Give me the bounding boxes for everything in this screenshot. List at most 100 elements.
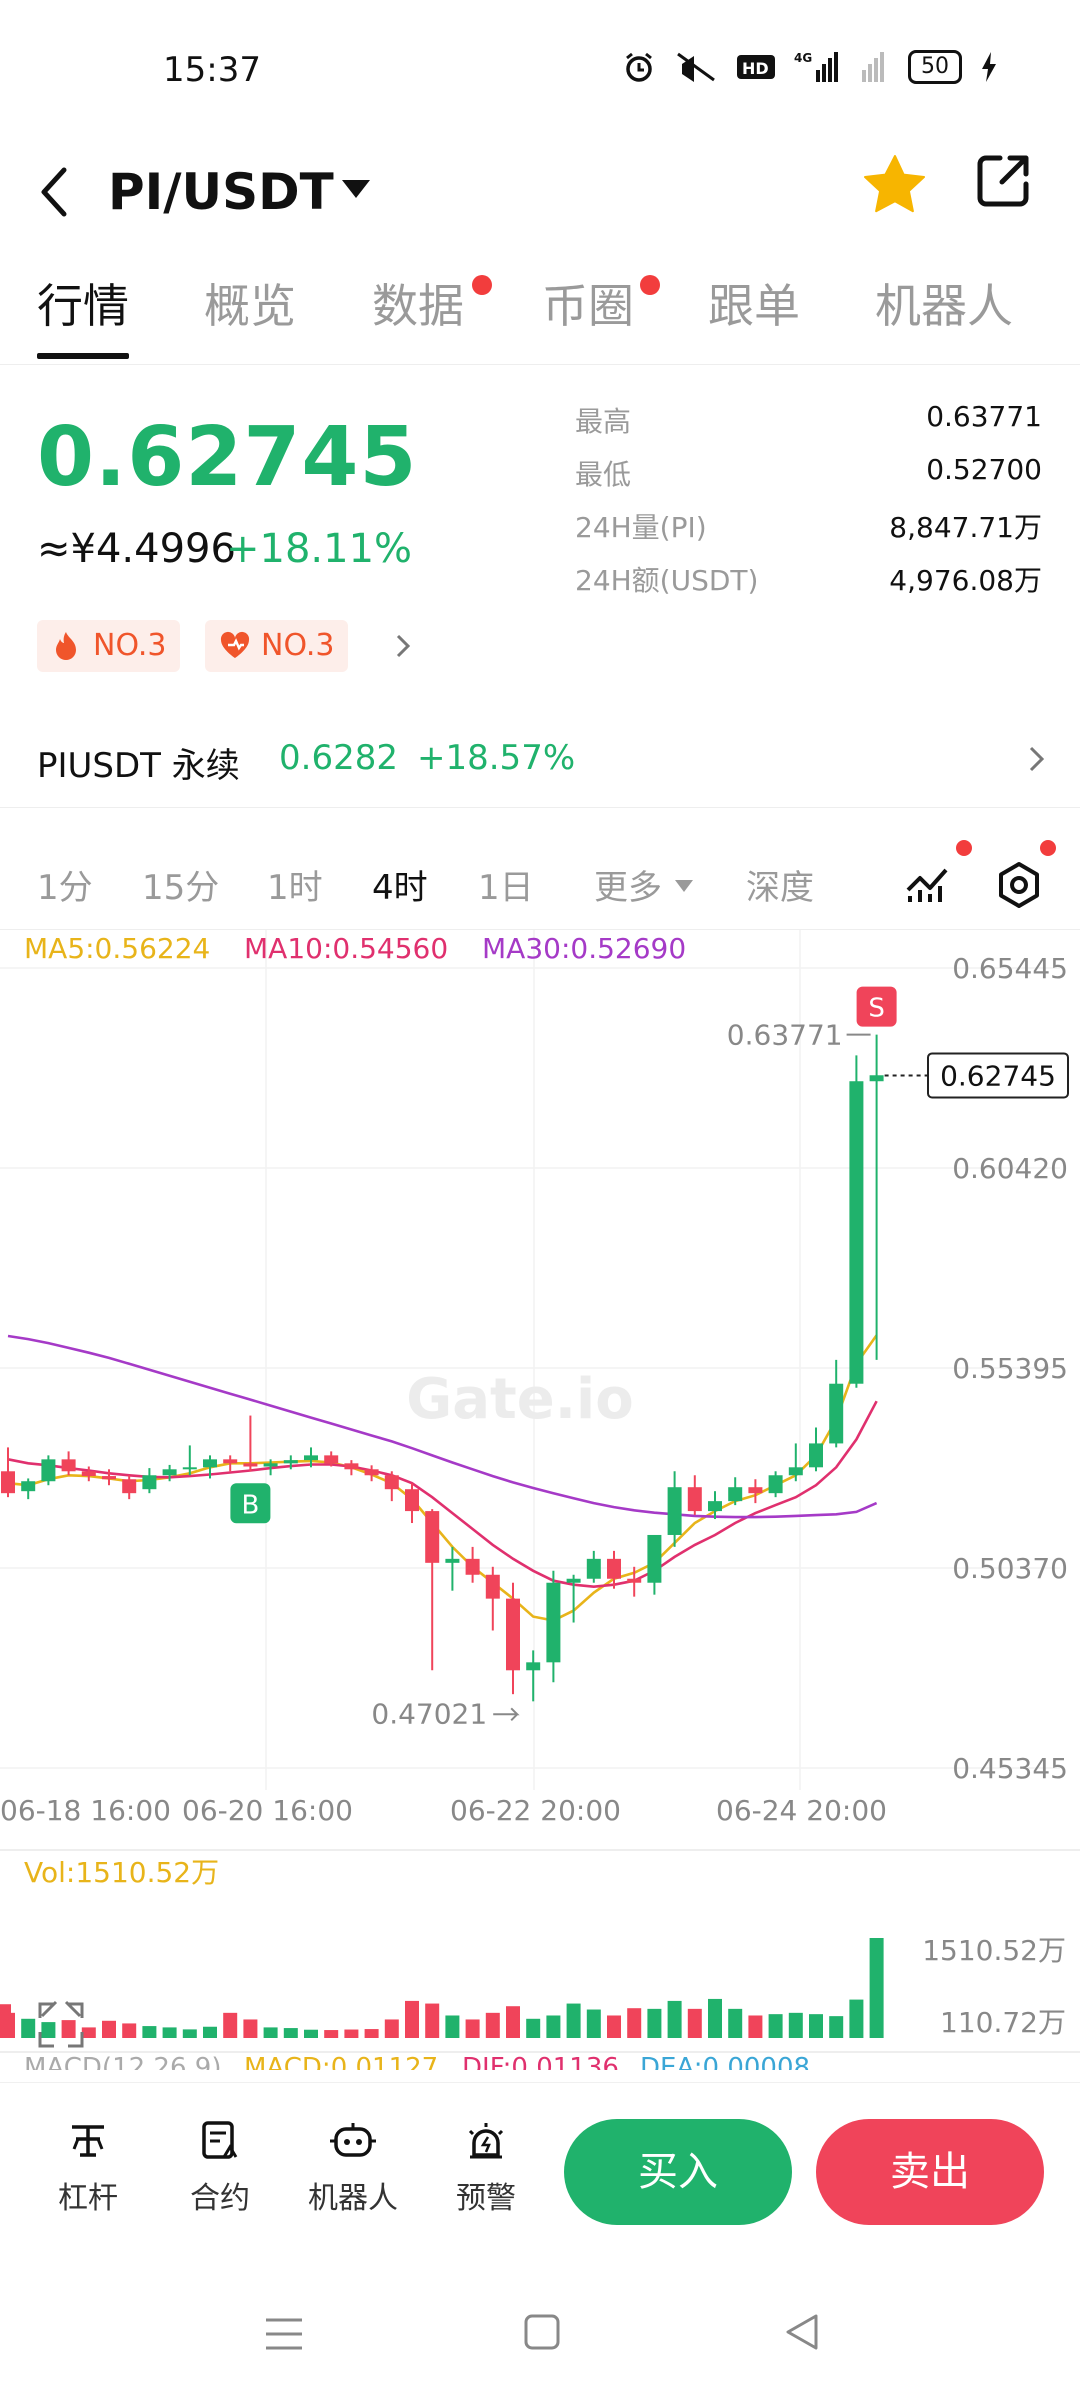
volume-tick-label: 1510.52万 (922, 1934, 1066, 1967)
volume-bar (647, 2008, 662, 2038)
star-icon[interactable] (862, 152, 928, 218)
candle-up (263, 1463, 278, 1467)
perpetual-bar[interactable]: PIUSDT 永续 0.6282 +18.57% (0, 712, 1080, 808)
y-tick-label: 0.65445 (952, 952, 1068, 985)
volume-bar (102, 2020, 116, 2038)
y-tick-label: 0.55395 (952, 1352, 1068, 1385)
tab-overview[interactable]: 概览 (204, 279, 296, 333)
rank-badge-fav[interactable]: NO.3 (205, 620, 349, 672)
chevron-down-icon[interactable] (675, 880, 693, 892)
interval-1h[interactable]: 1时 (267, 868, 323, 908)
depth-tab[interactable]: 深度 (746, 868, 814, 908)
volume-bar (667, 2000, 682, 2038)
kline-svg[interactable]: Gate.io MA5:0.56224 MA10:0.54560 MA30:0.52… (0, 930, 1080, 2070)
candle-up (809, 1443, 823, 1468)
tab-community[interactable]: 币圈 (542, 279, 634, 333)
indicator-dot (956, 840, 972, 856)
candle-up (304, 1455, 318, 1461)
volume-bar (829, 2016, 844, 2038)
settings-icon[interactable] (994, 860, 1044, 910)
home-icon[interactable] (522, 2312, 562, 2352)
rank-badge-hot[interactable]: NO.3 (37, 620, 181, 672)
leverage-button[interactable]: 杠杆 (38, 2119, 138, 2217)
tab-copy-trading[interactable]: 跟单 (708, 279, 800, 333)
volume-bar (344, 2029, 359, 2038)
interval-15m[interactable]: 15分 (142, 868, 220, 908)
candle-up (829, 1383, 844, 1444)
macd-legend-item: DIF:0.01136 (462, 2053, 619, 2070)
chart-grid (0, 930, 1080, 2053)
contract-button[interactable]: 合约 (170, 2119, 270, 2217)
volume-bar (748, 2015, 763, 2038)
contract-label: 合约 (190, 2181, 250, 2216)
tab-bots[interactable]: 机器人 (875, 279, 1013, 333)
volume-bar (485, 2012, 500, 2038)
pair-title[interactable]: PI/USDT (108, 163, 334, 221)
signal-weak-icon (862, 52, 884, 82)
fullscreen-icon[interactable] (38, 2000, 84, 2048)
back-icon[interactable] (30, 152, 78, 232)
back-nav-icon[interactable] (780, 2310, 824, 2354)
ma-legend-item: MA10:0.54560 (244, 932, 448, 965)
candle-down (61, 1459, 76, 1472)
chevron-down-icon[interactable] (342, 180, 370, 198)
volume-bar (788, 2012, 803, 2038)
x-axis: 06-18 16:00 06-20 16:00 06-22 20:00 06-24 2… (0, 1794, 887, 1827)
perpetual-name: PIUSDT 永续 (37, 746, 240, 786)
y-tick-label: 0.60420 (952, 1152, 1068, 1185)
contract-icon (202, 2121, 238, 2159)
main-tabs: 行情 概览 数据 币圈 跟单 机器人 (0, 265, 1080, 365)
buy-button[interactable]: 买入 (564, 2119, 792, 2225)
candle-down (1, 1471, 15, 1494)
share-icon[interactable] (972, 150, 1034, 212)
volume-bar (849, 1999, 864, 2038)
candle-up (283, 1460, 298, 1464)
volume-bar (142, 2026, 157, 2038)
menu-icon[interactable] (262, 2314, 306, 2354)
candle-up (526, 1662, 541, 1671)
interval-1m[interactable]: 1分 (37, 868, 93, 908)
chevron-right-icon[interactable] (1026, 742, 1048, 776)
fire-icon (56, 632, 76, 660)
volume-bar (425, 2003, 440, 2038)
volume-bar (81, 2027, 96, 2038)
volume-bar (768, 2014, 783, 2038)
kline-chart[interactable]: Gate.io MA5:0.56224 MA10:0.54560 MA30:0.52… (0, 930, 1080, 2070)
tab-active-indicator (37, 353, 129, 359)
candle-down (223, 1459, 238, 1464)
alert-icon (468, 2123, 504, 2159)
volume-bar (243, 2019, 258, 2038)
indicator-icon[interactable] (902, 858, 952, 910)
status-bar: 15:37 HD 4G 50 (0, 0, 1080, 140)
macd-legend: MACD(12,26,9) MACD:0.01127 DIF:0.01136 DEA:… (24, 2053, 810, 2070)
low-annotation: 0.47021 (371, 1697, 487, 1730)
rank-badge-fav-label: NO.3 (261, 628, 335, 663)
tab-data[interactable]: 数据 (372, 279, 464, 333)
volume-bar (405, 2000, 419, 2038)
annotations: 0.62745 0.63771 0.47021 S B (230, 986, 1069, 1730)
sell-button[interactable]: 卖出 (816, 2119, 1044, 2225)
interval-more[interactable]: 更多 (594, 868, 662, 908)
stat-turnover-label: 24H额(USDT) (575, 564, 759, 597)
macd-legend-item: MACD(12,26,9) (24, 2053, 221, 2070)
volume-legend: Vol:1510.52万 (24, 1856, 219, 1889)
signal-icon: 4G (794, 51, 838, 82)
tab-market[interactable]: 行情 (37, 279, 129, 333)
interval-1d[interactable]: 1日 (478, 868, 534, 908)
robot-button[interactable]: 机器人 (303, 2119, 403, 2217)
volume-bar (627, 2008, 642, 2038)
network-label: 4G (794, 51, 812, 65)
low-annotation-arrow (493, 1707, 520, 1722)
alert-button[interactable]: 预警 (436, 2119, 536, 2217)
tab-data-dot (472, 275, 492, 295)
candle-up (647, 1534, 662, 1583)
buy-marker-label: B (241, 1490, 259, 1520)
chevron-right-icon[interactable] (392, 630, 416, 662)
battery-icon: 50 (908, 50, 962, 84)
volume-bar (384, 2019, 399, 2038)
volume-bar (304, 2029, 318, 2038)
header: PI/USDT (0, 140, 1080, 265)
x-tick-label: 06-20 16:00 (182, 1794, 353, 1827)
perpetual-price: 0.6282 (279, 738, 398, 778)
interval-4h[interactable]: 4时 (372, 868, 428, 908)
